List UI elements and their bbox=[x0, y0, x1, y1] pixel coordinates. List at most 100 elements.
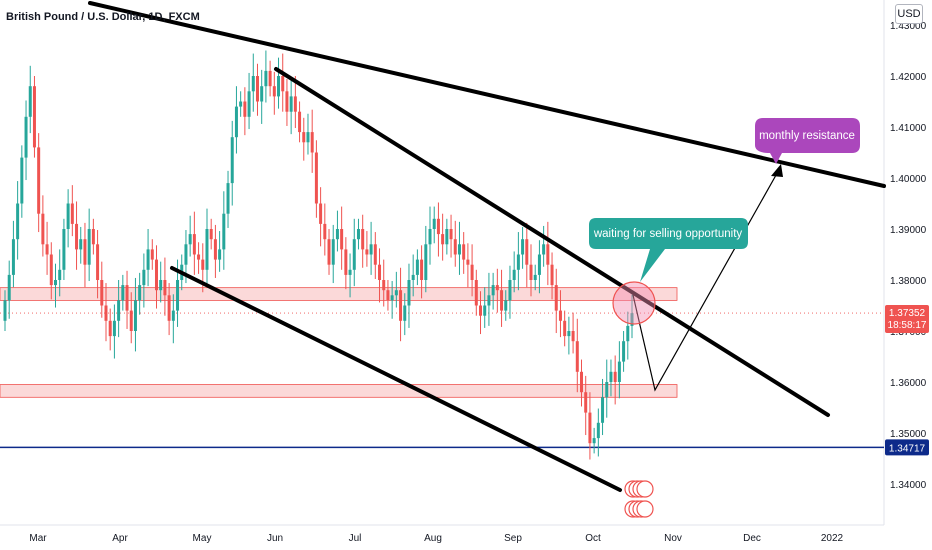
candle-body bbox=[537, 254, 541, 275]
candle-body bbox=[453, 239, 457, 255]
candle-body bbox=[133, 300, 137, 331]
candle-body bbox=[436, 218, 440, 235]
x-tick-label: Aug bbox=[424, 533, 442, 544]
candle-body bbox=[3, 300, 7, 321]
candle-body bbox=[91, 229, 95, 245]
candle-body bbox=[542, 244, 546, 255]
candle-body bbox=[83, 239, 87, 265]
candle-body bbox=[41, 213, 45, 245]
candle-body bbox=[521, 239, 525, 255]
candle-body bbox=[386, 290, 390, 301]
resistance-callout-bubble bbox=[755, 118, 860, 164]
candle-body bbox=[201, 259, 205, 270]
y-tick-label: 1.39000 bbox=[890, 225, 927, 236]
candle-body bbox=[323, 223, 327, 240]
candle-body bbox=[449, 229, 453, 240]
x-tick-label: 2022 bbox=[821, 533, 844, 544]
candle-body bbox=[142, 269, 146, 286]
y-tick-label: 1.34000 bbox=[890, 480, 927, 491]
candle-body bbox=[277, 76, 281, 97]
y-tick-label: 1.41000 bbox=[890, 123, 927, 134]
candle-body bbox=[415, 259, 419, 275]
candle-body bbox=[525, 239, 529, 265]
candle-body bbox=[239, 101, 243, 107]
candle-body bbox=[500, 290, 504, 311]
x-tick-label: Dec bbox=[743, 533, 761, 544]
y-tick-label: 1.38000 bbox=[890, 276, 927, 287]
candle-body bbox=[491, 285, 495, 296]
candle-body bbox=[243, 101, 247, 117]
x-tick-label: Apr bbox=[112, 533, 128, 544]
candle-body bbox=[197, 254, 201, 260]
x-tick-label: Jun bbox=[267, 533, 283, 544]
x-tick-label: Nov bbox=[664, 533, 682, 544]
candle-body bbox=[352, 239, 356, 270]
selling-callout-bubble bbox=[589, 218, 748, 282]
candle-body bbox=[289, 96, 293, 112]
candle-body bbox=[487, 295, 491, 306]
candle-body bbox=[11, 239, 15, 275]
candle-body bbox=[285, 91, 289, 112]
candle-body bbox=[554, 285, 558, 311]
candle-body bbox=[622, 341, 626, 362]
candle-body bbox=[361, 229, 365, 250]
candle-body bbox=[580, 371, 584, 393]
candle-body bbox=[571, 331, 575, 342]
candle-body bbox=[230, 137, 234, 184]
candle-body bbox=[184, 244, 188, 265]
candle-body bbox=[588, 412, 592, 444]
candle-body bbox=[264, 70, 268, 87]
candle-body bbox=[508, 280, 512, 301]
time-axis[interactable]: Mar Apr May Jun Jul Aug Sep Oct Nov Dec 2022 bbox=[29, 533, 843, 544]
candle-body bbox=[420, 259, 424, 280]
candle-body bbox=[159, 280, 163, 291]
x-tick-label: Sep bbox=[504, 533, 522, 544]
candle-body bbox=[609, 371, 613, 382]
candle-body bbox=[255, 76, 259, 102]
candle-body bbox=[601, 397, 605, 423]
candle-body bbox=[209, 229, 213, 240]
candle-body bbox=[150, 249, 154, 260]
candle-body bbox=[327, 239, 331, 265]
candle-body bbox=[129, 310, 133, 331]
candle-body bbox=[378, 264, 382, 280]
candle-body bbox=[407, 280, 411, 306]
candle-body bbox=[218, 249, 222, 260]
candle-body bbox=[16, 203, 20, 240]
candle-body bbox=[79, 239, 83, 250]
resistance-callout-text: monthly resistance bbox=[759, 130, 855, 142]
price-axis[interactable]: 1.43000 1.42000 1.41000 1.40000 1.39000 1.380… bbox=[885, 21, 929, 491]
candle-body bbox=[226, 183, 230, 214]
channel-lower-trendline bbox=[170, 266, 622, 492]
candle-body bbox=[411, 274, 415, 280]
currency-badge[interactable]: USD bbox=[895, 4, 923, 24]
candle-body bbox=[529, 264, 533, 280]
y-tick-label: 1.40000 bbox=[890, 174, 927, 185]
resistance-touch-circle bbox=[612, 281, 656, 325]
candle-body bbox=[424, 244, 428, 280]
candles bbox=[3, 50, 634, 460]
candle-body bbox=[49, 254, 53, 286]
candle-body bbox=[584, 392, 588, 413]
candle-body bbox=[335, 229, 339, 240]
candle-body bbox=[550, 264, 554, 286]
candle-body bbox=[213, 239, 217, 260]
candle-body bbox=[20, 157, 24, 204]
candle-body bbox=[390, 295, 394, 301]
candle-body bbox=[483, 305, 487, 316]
candle-body bbox=[314, 152, 318, 204]
x-tick-label: Oct bbox=[585, 533, 601, 544]
support-zone bbox=[0, 384, 678, 398]
candle-body bbox=[234, 106, 238, 138]
candle-body bbox=[630, 313, 634, 326]
candle-body bbox=[356, 229, 360, 240]
candle-body bbox=[617, 361, 621, 382]
support-price-label: 1.34717 bbox=[889, 443, 926, 454]
candle-body bbox=[53, 280, 57, 286]
candle-body bbox=[100, 280, 104, 306]
candle-body bbox=[281, 76, 285, 92]
candle-body bbox=[394, 290, 398, 296]
candle-body bbox=[146, 249, 150, 270]
candle-body bbox=[432, 218, 436, 229]
